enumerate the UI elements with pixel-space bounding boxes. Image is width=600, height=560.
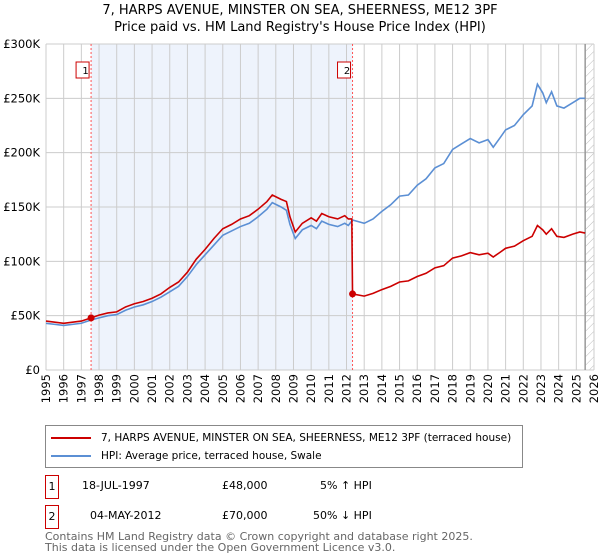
- x-tick-label: 2014: [375, 374, 389, 403]
- x-tick-label: 2023: [534, 374, 548, 403]
- footer-line-2: This data is licensed under the Open Gov…: [45, 541, 396, 554]
- sale-marker-label: 2: [344, 66, 350, 77]
- footer: Contains HM Land Registry data © Crown c…: [45, 531, 473, 553]
- sale-point: [87, 314, 95, 322]
- x-tick-label: 2005: [216, 374, 230, 403]
- sale-hpi: 50% ↓ HPI: [313, 509, 372, 522]
- x-tick-label: 2003: [180, 374, 194, 403]
- x-tick-label: 1997: [74, 374, 88, 403]
- x-tick-label: 2013: [357, 374, 371, 403]
- x-tick-label: 2004: [198, 374, 212, 403]
- x-tick-label: 2020: [481, 374, 495, 403]
- sale-badge: 2: [45, 505, 59, 529]
- x-tick-label: 2010: [304, 374, 318, 403]
- x-tick-label: 2015: [393, 374, 407, 403]
- x-tick-label: 2011: [322, 374, 336, 403]
- y-tick-label: £100K: [3, 254, 40, 268]
- legend-swatch-red: [51, 437, 91, 439]
- x-tick-label: 2000: [127, 374, 141, 403]
- y-tick-label: £250K: [3, 91, 40, 105]
- legend: 7, HARPS AVENUE, MINSTER ON SEA, SHEERNE…: [45, 425, 523, 468]
- y-tick-label: £150K: [3, 200, 40, 214]
- sale-marker-box: [337, 61, 352, 79]
- x-tick-label: 2022: [516, 374, 530, 403]
- x-tick-label: 2017: [428, 374, 442, 403]
- price-chart: 1995 1996 1997 1998 1999 2000 2001 2002 2003 2004…: [3, 37, 600, 403]
- x-tick-label: 1999: [110, 374, 124, 403]
- x-tick-label: 2019: [463, 374, 477, 403]
- x-tick-label: 2009: [286, 374, 300, 403]
- x-tick-label: 2001: [145, 374, 159, 403]
- x-tick-label: 2012: [340, 374, 354, 403]
- x-tick-label: 1998: [92, 374, 106, 403]
- table-row: 2 04-MAY-2012 £70,000 50% ↓ HPI: [45, 505, 545, 529]
- y-tick-label: £50K: [11, 309, 41, 323]
- y-tick-label: £200K: [3, 146, 40, 160]
- x-tick-label: 1995: [39, 374, 53, 403]
- x-tick-label: 2018: [446, 374, 460, 403]
- sale-date: 04-MAY-2012: [90, 509, 162, 522]
- x-tick-label: 2006: [233, 374, 247, 403]
- y-tick-label: £300K: [3, 37, 40, 51]
- legend-label: HPI: Average price, terraced house, Swal…: [101, 450, 322, 462]
- sale-price: £70,000: [222, 509, 268, 522]
- x-tick-label: 2002: [163, 374, 177, 403]
- x-tick-label: 2026: [587, 374, 600, 403]
- legend-item-hpi: HPI: Average price, terraced house, Swal…: [46, 448, 322, 464]
- x-tick-label: 2016: [410, 374, 424, 403]
- chart-subtitle: Price paid vs. HM Land Registry's House …: [114, 20, 486, 35]
- x-tick-label: 1996: [57, 374, 71, 403]
- sale-badge: 1: [45, 475, 59, 499]
- legend-item-property: 7, HARPS AVENUE, MINSTER ON SEA, SHEERNE…: [46, 430, 511, 446]
- sale-date: 18-JUL-1997: [82, 479, 150, 492]
- x-tick-label: 2008: [269, 374, 283, 403]
- x-tick-label: 2025: [569, 374, 583, 403]
- hpi-line: [45, 82, 586, 327]
- sale-hpi: 5% ↑ HPI: [320, 479, 372, 492]
- x-tick-label: 2021: [499, 374, 513, 403]
- x-tick-label: 2007: [251, 374, 265, 403]
- sale-price: £48,000: [222, 479, 268, 492]
- y-tick-label: £0: [25, 363, 40, 377]
- table-row: 1 18-JUL-1997 £48,000 5% ↑ HPI: [45, 475, 545, 499]
- sale-marker-label: 1: [82, 66, 88, 77]
- property-price-line: [45, 194, 586, 325]
- sale-point: [349, 290, 357, 298]
- footer-line-1: Contains HM Land Registry data © Crown c…: [45, 530, 473, 543]
- chart-title: 7, HARPS AVENUE, MINSTER ON SEA, SHEERNE…: [102, 3, 498, 18]
- legend-label: 7, HARPS AVENUE, MINSTER ON SEA, SHEERNE…: [101, 432, 512, 444]
- legend-swatch-blue: [51, 455, 91, 457]
- sale-marker-box: [75, 61, 90, 79]
- x-tick-label: 2024: [552, 374, 566, 403]
